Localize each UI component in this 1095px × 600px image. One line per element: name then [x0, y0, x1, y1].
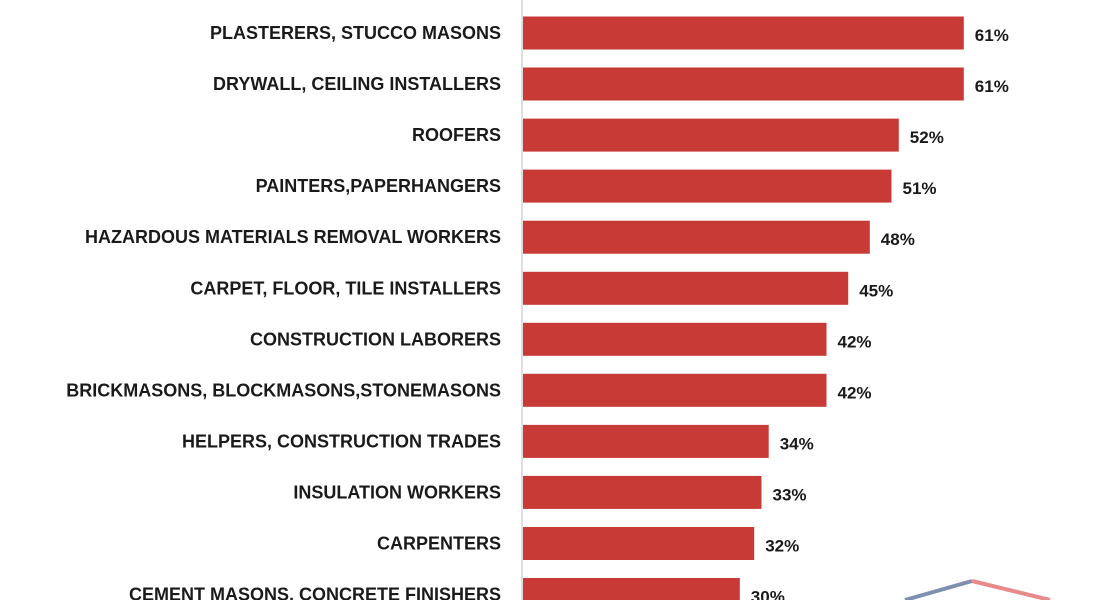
category-tick-label: HELPERS, CONSTRUCTION TRADES: [182, 431, 501, 451]
bar: [523, 424, 769, 458]
bar-value-label: 42%: [838, 383, 872, 402]
category-tick-label: ROOFERS: [412, 125, 501, 145]
category-tick-label: CONSTRUCTION LABORERS: [250, 329, 501, 349]
category-tick-label: CEMENT MASONS, CONCRETE FINISHERS: [129, 585, 501, 600]
category-tick-label: CARPET, FLOOR, TILE INSTALLERS: [190, 278, 501, 298]
category-tick-label: PAINTERS,PAPERHANGERS: [256, 176, 501, 196]
bars-group: [523, 16, 964, 600]
bar: [523, 373, 827, 407]
bar-value-label: 33%: [773, 485, 807, 504]
bar-value-label: 30%: [751, 588, 785, 600]
category-labels-group: PLASTERERS, STUCCO MASONS DRYWALL, CEILIN…: [66, 23, 501, 600]
bar: [523, 220, 870, 254]
category-tick-label: HAZARDOUS MATERIALS REMOVAL WORKERS: [85, 227, 501, 247]
bar: [523, 271, 849, 305]
category-tick-label: PLASTERERS, STUCCO MASONS: [210, 23, 501, 43]
category-tick-label: INSULATION WORKERS: [293, 482, 501, 502]
bar: [523, 322, 827, 356]
category-tick-label: DRYWALL, CEILING INSTALLERS: [213, 74, 501, 94]
category-tick-label: BRICKMASONS, BLOCKMASONS,STONEMASONS: [66, 380, 501, 400]
bar-value-label: 34%: [780, 434, 814, 453]
bar: [523, 16, 964, 50]
bar-value-label: 48%: [881, 230, 915, 249]
bar-value-label: 42%: [838, 332, 872, 351]
category-tick-label: CARPENTERS: [377, 534, 501, 554]
bar: [523, 118, 899, 152]
decorative-logo-stroke-left: [904, 579, 973, 600]
bar: [523, 169, 892, 203]
bar-value-label: 61%: [975, 26, 1009, 45]
bar-value-label: 52%: [910, 128, 944, 147]
bar-value-label: 51%: [903, 179, 937, 198]
decorative-logo-stroke-right: [971, 579, 1051, 600]
bar: [523, 527, 755, 560]
bar-value-label: 45%: [859, 281, 893, 300]
bar-value-label: 32%: [765, 537, 799, 556]
bar: [523, 475, 762, 509]
bar-value-label: 61%: [975, 77, 1009, 96]
bar: [523, 578, 740, 600]
bar: [523, 67, 964, 101]
data-labels-group: 61% 61% 52% 51% 48% 45% 42% 42% 34% 33% 32% 30%: [751, 26, 1009, 600]
